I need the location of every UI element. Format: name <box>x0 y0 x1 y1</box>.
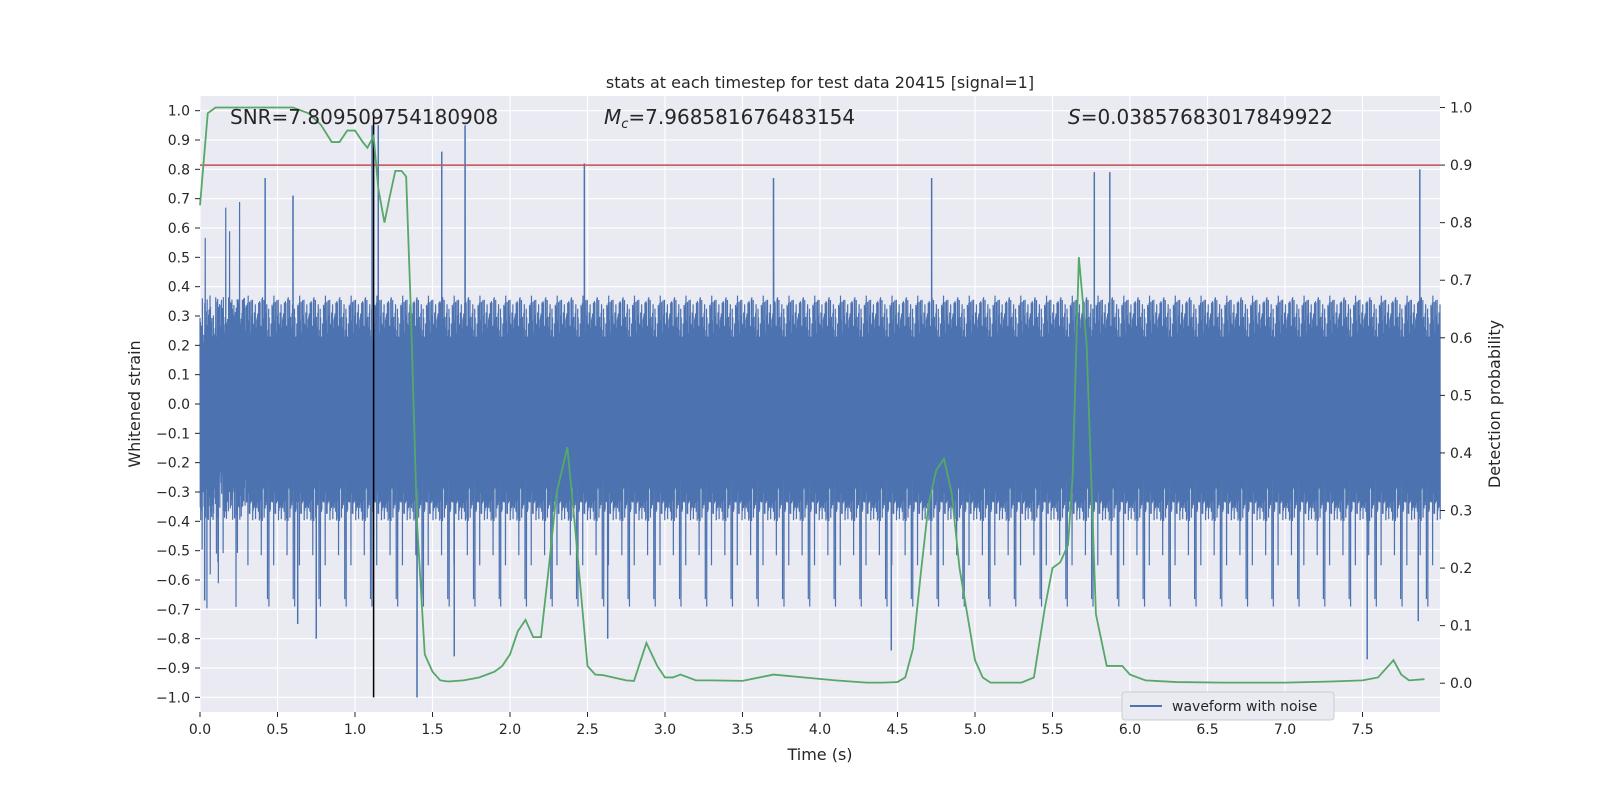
x-tick-label: 6.5 <box>1196 722 1218 738</box>
x-tick-label: 2.0 <box>499 722 521 738</box>
overlay-layer <box>200 116 1440 698</box>
x-tick-label: 4.5 <box>886 722 908 738</box>
y-right-tick-label: 0.1 <box>1450 619 1472 635</box>
y-right-tick-label: 1.0 <box>1450 101 1472 117</box>
waveform-series <box>199 125 1441 698</box>
y-right-tick-label: 0.6 <box>1450 331 1472 347</box>
annotation-s: S=0.03857683017849922 <box>1068 105 1333 129</box>
x-tick-label: 7.0 <box>1274 722 1296 738</box>
y-right-tick-label: 0.5 <box>1450 388 1472 404</box>
y-left-tick-label: 0.0 <box>168 397 190 413</box>
chirp-mass-value: =7.968581676483154 <box>628 105 855 129</box>
chirp-mass-symbol: M <box>604 105 621 129</box>
y-left-tick-label: −0.5 <box>156 544 190 560</box>
y-left-tick-label: −0.8 <box>156 632 190 648</box>
x-tick-label: 1.5 <box>421 722 443 738</box>
x-axis-label: Time (s) <box>786 745 852 764</box>
x-tick-label: 6.0 <box>1119 722 1141 738</box>
y-right-tick-label: 0.4 <box>1450 446 1472 462</box>
y-left-tick-label: −0.6 <box>156 573 190 589</box>
y-right-tick-label: 0.3 <box>1450 504 1472 520</box>
annotation-chirp-mass: Mc=7.968581676483154 <box>604 105 855 132</box>
waveform-line <box>199 125 1441 698</box>
y-left-tick-label: 0.6 <box>168 221 190 237</box>
chirp-mass-subscript: c <box>621 117 628 132</box>
x-tick-label: 3.5 <box>731 722 753 738</box>
detection-probability-series <box>199 106 1425 684</box>
y-left-tick-label: −0.7 <box>156 602 190 618</box>
y-right-tick-label: 0.8 <box>1450 216 1472 232</box>
x-tick-label: 5.5 <box>1041 722 1063 738</box>
x-tick-label: 0.0 <box>189 722 211 738</box>
y-left-tick-label: −0.2 <box>156 456 190 472</box>
s-value: =0.03857683017849922 <box>1081 105 1333 129</box>
y-right-tick-label: 0.9 <box>1450 158 1472 174</box>
y-left-tick-label: −0.1 <box>156 426 190 442</box>
y-left-tick-label: 0.3 <box>168 309 190 325</box>
x-tick-label: 5.0 <box>964 722 986 738</box>
y-right-tick-label: 0.0 <box>1450 676 1472 692</box>
y-left-tick-label: 0.9 <box>168 133 190 149</box>
y-left-tick-label: 0.8 <box>168 162 190 178</box>
axes-layer: 0.0 0.5 1.0 1.5 2.0 2.5 3.0 3.5 4.0 4.5 5.0 5.5 6.0 6… <box>156 101 1472 738</box>
y-left-tick-label: −0.9 <box>156 661 190 677</box>
legend: waveform with noise <box>1121 691 1335 721</box>
y-left-tick-label: −0.3 <box>156 485 190 501</box>
x-tick-label: 4.0 <box>809 722 831 738</box>
y-axis-label-right: Detection probability <box>1485 320 1504 488</box>
y-left-tick-label: 0.2 <box>168 338 190 354</box>
y-left-tick-label: −1.0 <box>156 690 190 706</box>
x-tick-label: 7.5 <box>1351 722 1373 738</box>
y-left-tick-label: 0.4 <box>168 280 190 296</box>
x-tick-label: 2.5 <box>576 722 598 738</box>
y-left-tick-label: 0.1 <box>168 368 190 384</box>
y-left-tick-label: 1.0 <box>168 104 190 120</box>
y-left-tick-label: 0.7 <box>168 192 190 208</box>
x-tick-label: 3.0 <box>654 722 676 738</box>
s-symbol: S <box>1068 105 1081 129</box>
annotation-snr: SNR=7.809509754180908 <box>230 105 498 129</box>
y-axis-label-left: Whitened strain <box>125 340 144 467</box>
y-left-tick-label: −0.4 <box>156 514 190 530</box>
x-tick-label: 0.5 <box>266 722 288 738</box>
y-right-tick-label: 0.7 <box>1450 273 1472 289</box>
chart-title: stats at each timestep for test data 204… <box>606 73 1034 92</box>
detection-probability-line <box>199 106 1425 684</box>
y-right-tick-label: 0.2 <box>1450 561 1472 577</box>
x-tick-label: 1.0 <box>344 722 366 738</box>
legend-box <box>1121 691 1335 721</box>
legend-label: waveform with noise <box>1172 699 1317 715</box>
y-left-tick-label: 0.5 <box>168 250 190 266</box>
